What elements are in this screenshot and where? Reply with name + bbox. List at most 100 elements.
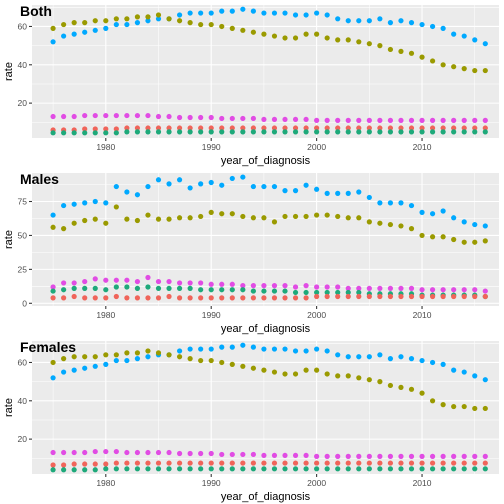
data-point (398, 48, 404, 54)
data-point (377, 352, 383, 358)
data-point (82, 461, 88, 467)
data-point (398, 285, 404, 291)
data-point (482, 453, 488, 459)
data-point (61, 369, 67, 375)
data-point (124, 460, 130, 466)
data-point (187, 280, 193, 286)
data-point (113, 112, 119, 119)
data-point (324, 117, 330, 123)
data-point (324, 284, 330, 290)
data-point (282, 295, 288, 301)
data-point (208, 357, 214, 364)
data-point (419, 117, 425, 123)
y-tick-label: 50 (18, 230, 28, 240)
data-point (472, 373, 478, 379)
data-point (124, 189, 130, 195)
data-point (303, 182, 309, 188)
data-point (176, 295, 183, 301)
data-point (50, 113, 56, 120)
data-point (113, 448, 119, 455)
data-point (271, 452, 278, 459)
data-point (461, 460, 467, 466)
data-point (219, 359, 225, 366)
data-point (134, 350, 141, 356)
data-point (377, 460, 383, 466)
data-point (345, 215, 351, 221)
data-point (440, 125, 446, 131)
data-point (472, 405, 478, 412)
data-point (198, 114, 204, 121)
data-point (219, 8, 225, 14)
data-point (187, 450, 193, 457)
data-point (240, 451, 246, 458)
data-point (250, 215, 256, 221)
data-point (335, 373, 341, 379)
data-point (408, 129, 415, 135)
data-point (398, 453, 404, 459)
data-point (292, 348, 299, 354)
data-point (377, 453, 383, 459)
data-point (366, 194, 372, 201)
data-point (124, 295, 130, 301)
data-point (145, 354, 151, 360)
data-point (250, 295, 256, 301)
data-point (314, 212, 320, 218)
data-point (198, 181, 204, 187)
data-point (61, 295, 67, 301)
data-point (314, 129, 320, 135)
data-point (303, 213, 309, 220)
data-point (92, 276, 98, 282)
data-point (219, 287, 225, 293)
y-tick-label: 20 (18, 98, 28, 108)
data-point (261, 346, 267, 352)
data-point (103, 466, 109, 472)
data-point (166, 285, 172, 291)
data-point (261, 10, 267, 16)
data-point (356, 129, 362, 135)
data-point (134, 356, 141, 362)
data-point (387, 382, 394, 389)
data-point (282, 288, 288, 294)
data-point (377, 43, 383, 49)
data-point (345, 373, 351, 379)
data-point (250, 115, 256, 122)
data-point (219, 211, 225, 217)
data-point (113, 352, 119, 358)
panel-females: 1980 1990 2000 2010 20 40 60 year_of_diagnosis r… (3, 339, 499, 503)
data-point (113, 357, 119, 364)
data-point (461, 466, 467, 472)
data-point (461, 403, 467, 410)
data-point (292, 129, 299, 135)
data-point (451, 460, 457, 466)
data-point (240, 363, 246, 369)
data-point (166, 293, 172, 300)
data-point (451, 287, 457, 293)
data-point (145, 112, 151, 119)
data-point (92, 216, 98, 222)
data-point (271, 283, 278, 289)
data-point (335, 453, 341, 459)
data-point (61, 33, 67, 39)
series-4 (50, 466, 488, 473)
data-point (113, 16, 119, 22)
data-point (134, 20, 141, 26)
data-point (145, 125, 151, 131)
data-point (92, 295, 98, 301)
data-point (145, 460, 151, 466)
data-point (472, 37, 478, 43)
data-point (166, 113, 172, 120)
data-point (145, 212, 151, 218)
data-point (187, 285, 193, 291)
data-point (82, 20, 88, 26)
data-point (50, 130, 56, 136)
data-point (176, 466, 183, 472)
data-point (176, 114, 183, 121)
data-point (356, 125, 362, 131)
data-point (103, 220, 109, 226)
data-point (229, 25, 235, 31)
data-point (366, 129, 372, 135)
data-point (176, 129, 183, 135)
data-point (461, 453, 467, 459)
data-point (451, 403, 457, 410)
data-point (440, 466, 446, 472)
